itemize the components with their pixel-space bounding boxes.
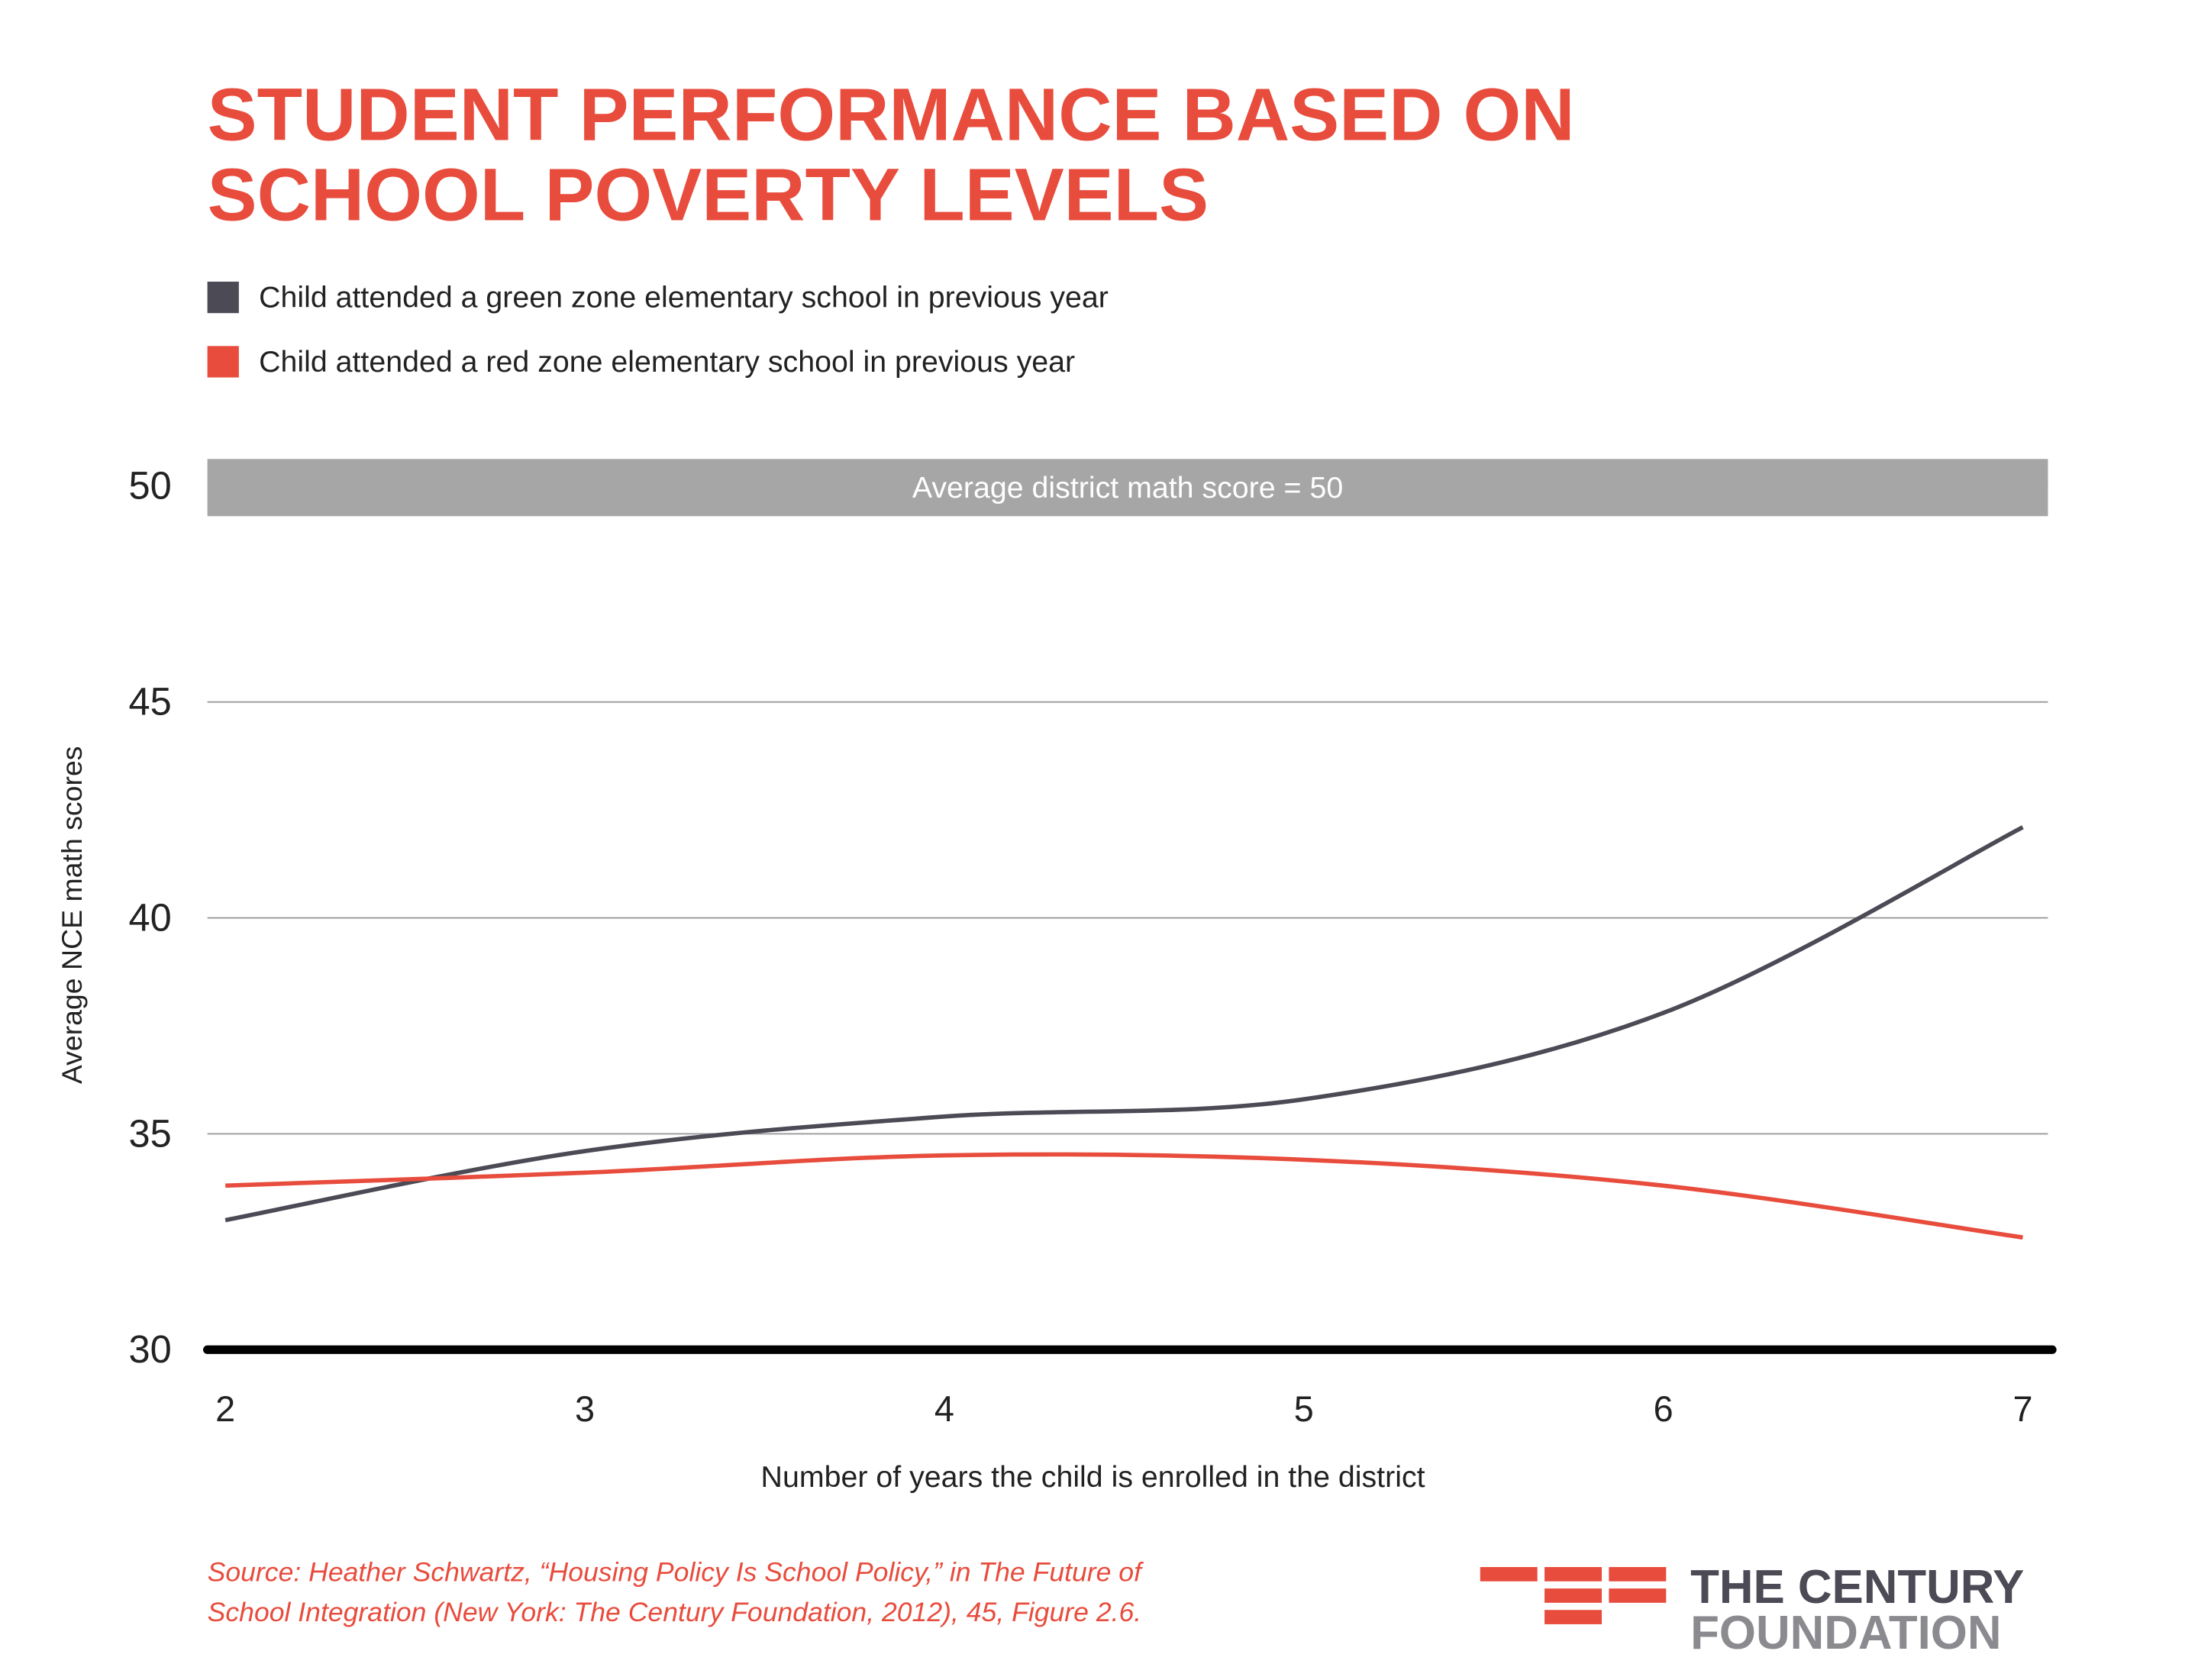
y-axis-label: Average NCE math scores bbox=[56, 746, 88, 1084]
logo-mark bbox=[1480, 1567, 1667, 1624]
logo-bar bbox=[1480, 1567, 1538, 1582]
y-tick-label: 50 bbox=[129, 464, 172, 508]
logo-bar bbox=[1609, 1588, 1667, 1603]
y-tick-label: 45 bbox=[129, 680, 172, 724]
chart-title: SCHOOL POVERTY LEVELS bbox=[208, 153, 1209, 236]
y-tick-label: 40 bbox=[129, 895, 172, 939]
reference-label: Average district math score = 50 bbox=[912, 471, 1343, 505]
source: Source: Heather Schwartz, “Housing Polic… bbox=[208, 1557, 1144, 1588]
x-tick-label: 3 bbox=[575, 1389, 595, 1429]
x-tick-label: 2 bbox=[215, 1389, 235, 1429]
logo-bar bbox=[1544, 1567, 1602, 1582]
source: School Integration (New York: The Centur… bbox=[208, 1597, 1142, 1627]
series-line bbox=[225, 1152, 2023, 1240]
legend-label: Child attended a red zone elementary sch… bbox=[259, 345, 1075, 379]
legend-swatch bbox=[207, 282, 239, 314]
chart-title: STUDENT PERFORMANCE BASED ON bbox=[208, 73, 1575, 156]
legend-label: Child attended a green zone elementary s… bbox=[259, 281, 1109, 314]
y-tick-label: 35 bbox=[129, 1111, 172, 1155]
logo-bar bbox=[1544, 1610, 1602, 1624]
series-line bbox=[224, 825, 2024, 1223]
x-tick-label: 5 bbox=[1294, 1389, 1314, 1429]
x-tick-label: 6 bbox=[1654, 1389, 1674, 1429]
logo-bar bbox=[1609, 1567, 1667, 1582]
logo-text: THE CENTURY bbox=[1690, 1561, 2024, 1614]
logo-bar bbox=[1544, 1588, 1602, 1603]
y-tick-label: 30 bbox=[129, 1327, 172, 1371]
x-tick-label: 7 bbox=[2012, 1389, 2032, 1429]
logo-text: FOUNDATION bbox=[1690, 1607, 2001, 1659]
reference-band bbox=[207, 459, 2048, 517]
x-tick-label: 4 bbox=[934, 1389, 954, 1429]
legend-swatch bbox=[207, 346, 239, 378]
x-axis-label: Number of years the child is enrolled in… bbox=[761, 1460, 1425, 1494]
